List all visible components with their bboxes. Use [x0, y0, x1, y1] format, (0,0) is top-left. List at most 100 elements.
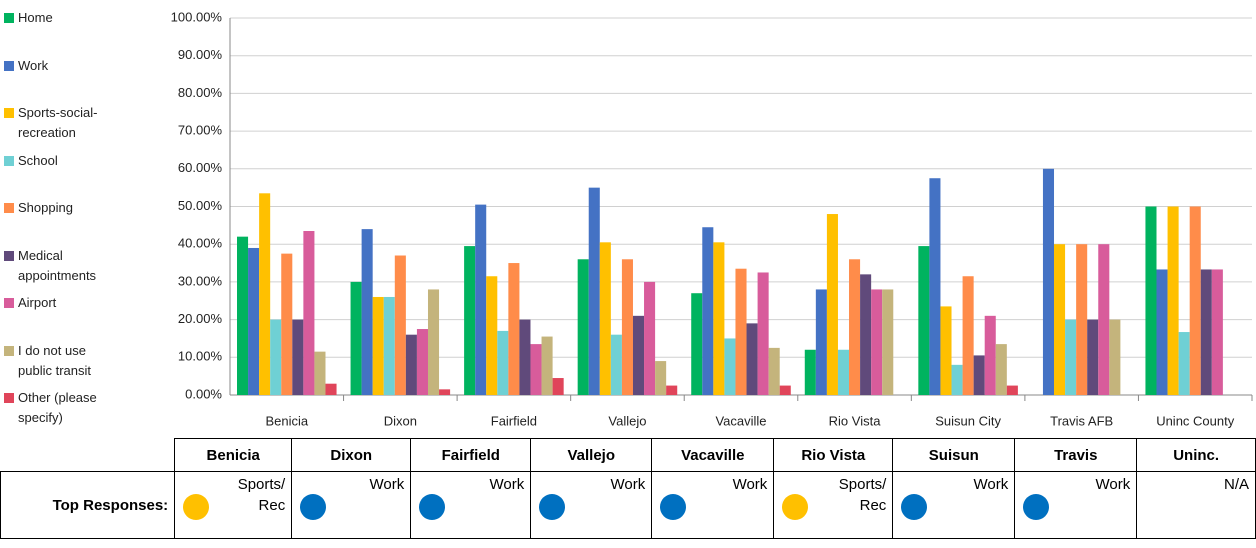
bar — [1054, 244, 1066, 395]
legend-swatch — [4, 393, 14, 403]
column-header: Vacaville — [651, 438, 775, 472]
bar — [871, 289, 883, 395]
bar — [1098, 244, 1110, 395]
x-tick-label: Vallejo — [608, 413, 646, 428]
y-tick-label: 10.00% — [178, 349, 223, 364]
bar — [237, 236, 249, 395]
response-dot — [300, 494, 327, 520]
legend-label: I do not use public transit — [18, 342, 91, 378]
legend-label: Shopping — [18, 200, 73, 215]
bar — [350, 281, 362, 395]
bar — [314, 351, 326, 395]
bar — [973, 355, 985, 395]
bar — [1109, 319, 1121, 395]
y-tick-label: 100.00% — [171, 9, 223, 24]
legend-item: Work — [4, 56, 114, 76]
legend-swatch — [4, 250, 14, 261]
bar — [519, 319, 531, 395]
bar — [464, 246, 476, 395]
column-header: Dixon — [291, 438, 412, 472]
bar — [541, 336, 553, 395]
bar — [416, 329, 428, 395]
column-header: Fairfield — [410, 438, 532, 472]
response-text: Work — [369, 476, 405, 493]
legend-label: Medical appointments — [18, 247, 97, 283]
x-tick-label: Suisun City — [935, 413, 1001, 428]
response-cell: Work — [651, 471, 775, 539]
response-cell: Work — [530, 471, 653, 539]
bar — [1178, 332, 1190, 395]
response-text: Work — [1095, 476, 1131, 493]
bar — [439, 389, 451, 395]
response-cell: Work — [410, 471, 532, 539]
response-dot — [419, 494, 446, 520]
bar — [1211, 269, 1223, 395]
legend-swatch — [4, 203, 14, 213]
corner — [0, 438, 176, 472]
y-tick-label: 60.00% — [178, 160, 223, 175]
bar — [383, 296, 395, 395]
bar — [475, 204, 487, 395]
bar — [713, 242, 725, 395]
response-text: Work — [610, 476, 646, 493]
response-cell: Sports/ Rec — [773, 471, 894, 539]
bar — [962, 276, 974, 395]
bar — [826, 214, 838, 395]
bar — [849, 259, 861, 395]
response-cell: Work — [892, 471, 1016, 539]
bar — [860, 274, 872, 395]
legend-item: Shopping — [4, 198, 114, 218]
legend-item: Home — [4, 8, 114, 28]
x-tick-label: Uninc County — [1156, 413, 1235, 428]
header-row: Benicia Dixon Fairfield Vallejo Vacaville Rio… — [0, 438, 1256, 472]
bar — [1042, 168, 1055, 395]
bar — [735, 268, 747, 395]
bar — [552, 378, 564, 395]
bar — [259, 193, 271, 395]
bar — [361, 229, 373, 395]
legend-item: Sports-social-recreation — [4, 103, 114, 143]
bar — [621, 259, 633, 395]
bar — [882, 289, 894, 395]
legend-label: School — [18, 152, 58, 168]
bar — [610, 334, 622, 395]
bar — [1167, 206, 1179, 395]
legend-swatch — [4, 345, 14, 356]
response-cell: Sports/ Rec — [174, 471, 293, 539]
bar — [929, 178, 941, 395]
y-tick-label: 50.00% — [178, 198, 223, 213]
response-dot — [901, 494, 928, 520]
bar — [655, 361, 667, 395]
bar — [1200, 269, 1212, 395]
bar — [486, 276, 498, 395]
x-tick-label: Benicia — [265, 413, 308, 428]
response-dot — [782, 494, 809, 520]
column-header: Uninc. — [1136, 438, 1256, 472]
column-header: Rio Vista — [773, 438, 894, 472]
bar — [405, 334, 417, 395]
bar — [746, 323, 758, 395]
response-dot — [1023, 494, 1050, 520]
bar — [918, 246, 930, 395]
bar — [984, 315, 996, 395]
bar — [702, 227, 714, 395]
bar — [599, 242, 611, 395]
response-dot — [660, 494, 687, 520]
y-tick-label: 40.00% — [178, 236, 223, 251]
response-text: Sports/ Rec — [838, 476, 887, 514]
legend-item: Airport — [4, 293, 114, 313]
chart: 0.00% 10.00% 20.00% 30.00% 40.00% 50.00% 60.00… — [171, 9, 1253, 428]
bar — [837, 349, 850, 395]
legend-item: Other (please specify) — [4, 388, 114, 428]
legend-swatch — [4, 155, 14, 166]
response-text: N/A — [1223, 476, 1249, 493]
y-tick-label: 0.00% — [185, 386, 222, 401]
legend-label: Airport — [18, 295, 57, 310]
bar — [1156, 269, 1168, 395]
legend-label: Sports-social-recreation — [18, 105, 98, 140]
response-text: Sports/ Rec — [237, 476, 286, 514]
top-responses-table: Benicia Dixon Fairfield Vallejo Vacaville Rio… — [0, 438, 1256, 539]
body-row: Top Responses: Sports/ Rec Work Work Work Wor… — [0, 471, 1256, 539]
bar — [644, 281, 656, 395]
legend-item: School — [4, 151, 114, 171]
